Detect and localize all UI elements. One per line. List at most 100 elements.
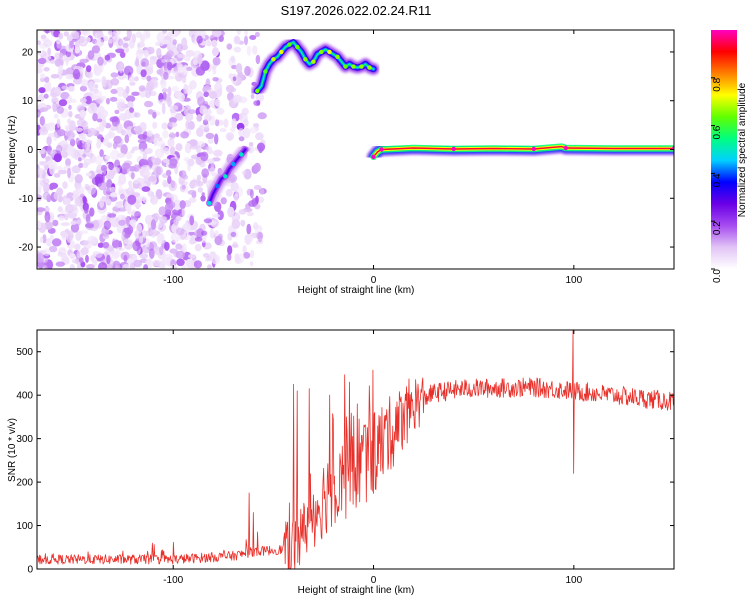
- noise-cell: [205, 257, 211, 262]
- noise-cell: [145, 230, 151, 237]
- noise-cell: [69, 264, 75, 269]
- noise-cell: [214, 230, 219, 237]
- noise-cell: [117, 179, 124, 187]
- noise-cell: [210, 170, 216, 177]
- upper-ridge-peak: [295, 44, 300, 50]
- noise-cell: [63, 197, 71, 205]
- noise-cell: [160, 79, 165, 85]
- y-tick-label: 500: [16, 347, 33, 358]
- snr-y-label: SNR (10 * v/v): [7, 418, 18, 482]
- noise-cell: [42, 234, 47, 244]
- noise-cell: [48, 163, 54, 170]
- noise-cell: [96, 140, 102, 149]
- lower-ridge-band: [208, 148, 247, 204]
- noise-cell: [50, 74, 60, 79]
- noise-cell: [175, 243, 183, 250]
- noise-cell: [89, 207, 95, 217]
- noise-cell: [54, 58, 64, 68]
- noise-cell: [142, 151, 148, 160]
- noise-cell: [106, 263, 113, 269]
- noise-cell: [123, 65, 134, 76]
- noise-cell: [157, 232, 165, 242]
- noise-cell: [158, 206, 167, 216]
- noise-cell: [146, 81, 155, 92]
- noise-cell: [72, 68, 81, 80]
- noise-cell: [253, 185, 262, 190]
- noise-cell: [235, 63, 243, 74]
- noise-cell: [241, 107, 249, 116]
- noise-cell: [188, 254, 196, 259]
- upper-ridge-peak: [279, 49, 284, 55]
- noise-cell: [256, 142, 266, 152]
- noise-cell: [210, 163, 215, 170]
- noise-cell: [95, 126, 104, 132]
- upper-ridge-peak: [367, 65, 372, 70]
- lower-ridge-peak: [223, 174, 228, 179]
- noise-cell: [211, 213, 221, 218]
- lower-ridge-peak: [239, 152, 244, 157]
- noise-cell: [170, 180, 176, 189]
- noise-cell: [146, 63, 154, 73]
- noise-cell: [207, 264, 212, 269]
- noise-cell: [257, 112, 267, 120]
- noise-cell: [43, 182, 50, 194]
- noise-cell: [153, 137, 158, 147]
- noise-cell: [146, 75, 152, 82]
- noise-cell: [162, 158, 171, 164]
- noise-cell: [85, 95, 92, 105]
- noise-cell: [83, 240, 93, 250]
- x-tick-label: -100: [163, 575, 183, 586]
- noise-cell: [118, 219, 126, 226]
- noise-cell: [252, 45, 258, 55]
- noise-cell: [125, 85, 130, 94]
- noise-cell: [110, 126, 116, 131]
- noise-cell: [87, 82, 92, 89]
- noise-cell: [164, 52, 172, 61]
- noise-cell: [244, 35, 248, 46]
- noise-cell: [167, 175, 172, 184]
- colorbar-tick-label: 0.4: [712, 173, 723, 187]
- noise-cell: [167, 97, 172, 108]
- noise-cell: [137, 43, 141, 50]
- noise-cell: [53, 173, 61, 178]
- noise-cell: [85, 223, 94, 229]
- snr-panel: -100 0 100 0 100 200 300 400 500 Height of strai…: [7, 329, 675, 596]
- noise-cell: [166, 75, 175, 80]
- noise-cell: [93, 63, 98, 73]
- noise-cell: [227, 206, 235, 218]
- noise-cell: [207, 158, 215, 164]
- noise-cell: [204, 114, 212, 122]
- noise-cell: [214, 133, 219, 145]
- noise-cell: [162, 179, 168, 188]
- noise-cell: [118, 207, 128, 212]
- noise-cell: [220, 197, 227, 205]
- noise-cell: [37, 207, 46, 212]
- noise-cell: [110, 149, 120, 161]
- x-tick-label: 100: [565, 275, 582, 286]
- noise-cell: [122, 264, 130, 269]
- noise-cell: [66, 145, 75, 157]
- y-tick-label: -20: [19, 243, 34, 254]
- noise-cell: [123, 254, 128, 263]
- noise-cell: [175, 250, 185, 259]
- noise-cell: [77, 157, 82, 162]
- x-tick-label: 0: [371, 575, 377, 586]
- noise-cell: [112, 166, 120, 174]
- noise-cell: [38, 161, 46, 166]
- noise-cell: [47, 47, 51, 56]
- noise-cell: [167, 31, 173, 37]
- noise-cell: [70, 223, 80, 233]
- noise-cell: [99, 149, 104, 158]
- noise-cell: [121, 231, 126, 242]
- noise-cell: [57, 169, 67, 175]
- noise-cell: [99, 109, 109, 118]
- noise-cell: [236, 30, 241, 35]
- noise-cell: [58, 99, 68, 107]
- noise-cell: [80, 261, 86, 268]
- noise-cell: [109, 186, 116, 192]
- noise-cell: [164, 253, 173, 261]
- noise-cell: [79, 85, 88, 92]
- noise-cell: [38, 87, 46, 94]
- noise-cell: [107, 213, 117, 218]
- noise-cell: [196, 114, 203, 122]
